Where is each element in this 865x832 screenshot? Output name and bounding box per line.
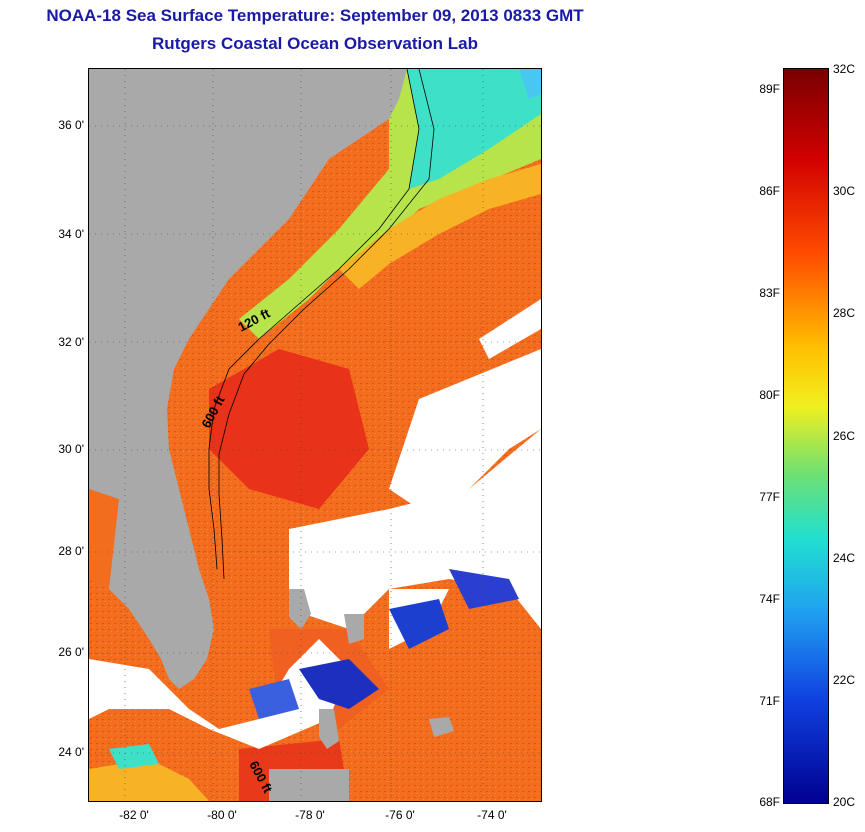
colorbar-label-22c: 22C bbox=[833, 673, 856, 687]
colorbar bbox=[783, 68, 829, 804]
colorbar-label-74f: 74F bbox=[759, 592, 780, 606]
colorbar-label-83f: 83F bbox=[759, 286, 780, 300]
cloud-area-east bbox=[389, 349, 541, 509]
cuba-coast bbox=[269, 769, 349, 801]
lon-tick-80: -80 0' bbox=[207, 808, 237, 822]
warm-core bbox=[209, 349, 369, 509]
lat-tick-28: 28 0' bbox=[58, 544, 84, 558]
lat-tick-34: 34 0' bbox=[58, 227, 84, 241]
colorbar-label-32c: 32C bbox=[833, 62, 856, 76]
colorbar-gradient bbox=[784, 69, 828, 803]
lat-tick-26: 26 0' bbox=[58, 645, 84, 659]
bahamas-island bbox=[289, 589, 311, 629]
lat-tick-30: 30 0' bbox=[58, 442, 84, 456]
lon-tick-82: -82 0' bbox=[119, 808, 149, 822]
colorbar-label-28c: 28C bbox=[833, 306, 856, 320]
lat-tick-24: 24 0' bbox=[58, 745, 84, 759]
colorbar-label-68f: 68F bbox=[759, 795, 780, 809]
lat-tick-36: 36 0' bbox=[58, 118, 84, 132]
land-us-east-coast bbox=[89, 69, 407, 689]
colorbar-label-20c: 20C bbox=[833, 795, 856, 809]
cloud-area-south bbox=[89, 639, 349, 749]
colorbar-label-80f: 80F bbox=[759, 388, 780, 402]
map-subtitle: Rutgers Coastal Ocean Observation Lab bbox=[152, 34, 478, 53]
graticule bbox=[89, 69, 541, 801]
lat-tick-32: 32 0' bbox=[58, 335, 84, 349]
colorbar-label-26c: 26C bbox=[833, 429, 856, 443]
colorbar-label-30c: 30C bbox=[833, 184, 856, 198]
map-title: NOAA-18 Sea Surface Temperature: Septemb… bbox=[46, 6, 584, 25]
sst-map-canvas: 120 ft 600 ft 600 ft bbox=[89, 69, 541, 801]
colorbar-label-77f: 77F bbox=[759, 490, 780, 504]
cold-patch bbox=[299, 659, 379, 709]
shelf-contour-120ft bbox=[208, 69, 420, 570]
northern-cold-water bbox=[407, 69, 541, 189]
colorbar-label-89f: 89F bbox=[759, 82, 780, 96]
colorbar-label-86f: 86F bbox=[759, 184, 780, 198]
colorbar-label-24c: 24C bbox=[833, 551, 856, 565]
shelf-edge-band bbox=[339, 164, 541, 289]
lon-tick-76: -76 0' bbox=[385, 808, 415, 822]
lon-tick-74: -74 0' bbox=[477, 808, 507, 822]
colorbar-label-71f: 71F bbox=[759, 694, 780, 708]
lon-tick-78: -78 0' bbox=[295, 808, 325, 822]
sst-map: 120 ft 600 ft 600 ft bbox=[88, 68, 542, 802]
shelf-contour-600ft bbox=[218, 69, 435, 580]
